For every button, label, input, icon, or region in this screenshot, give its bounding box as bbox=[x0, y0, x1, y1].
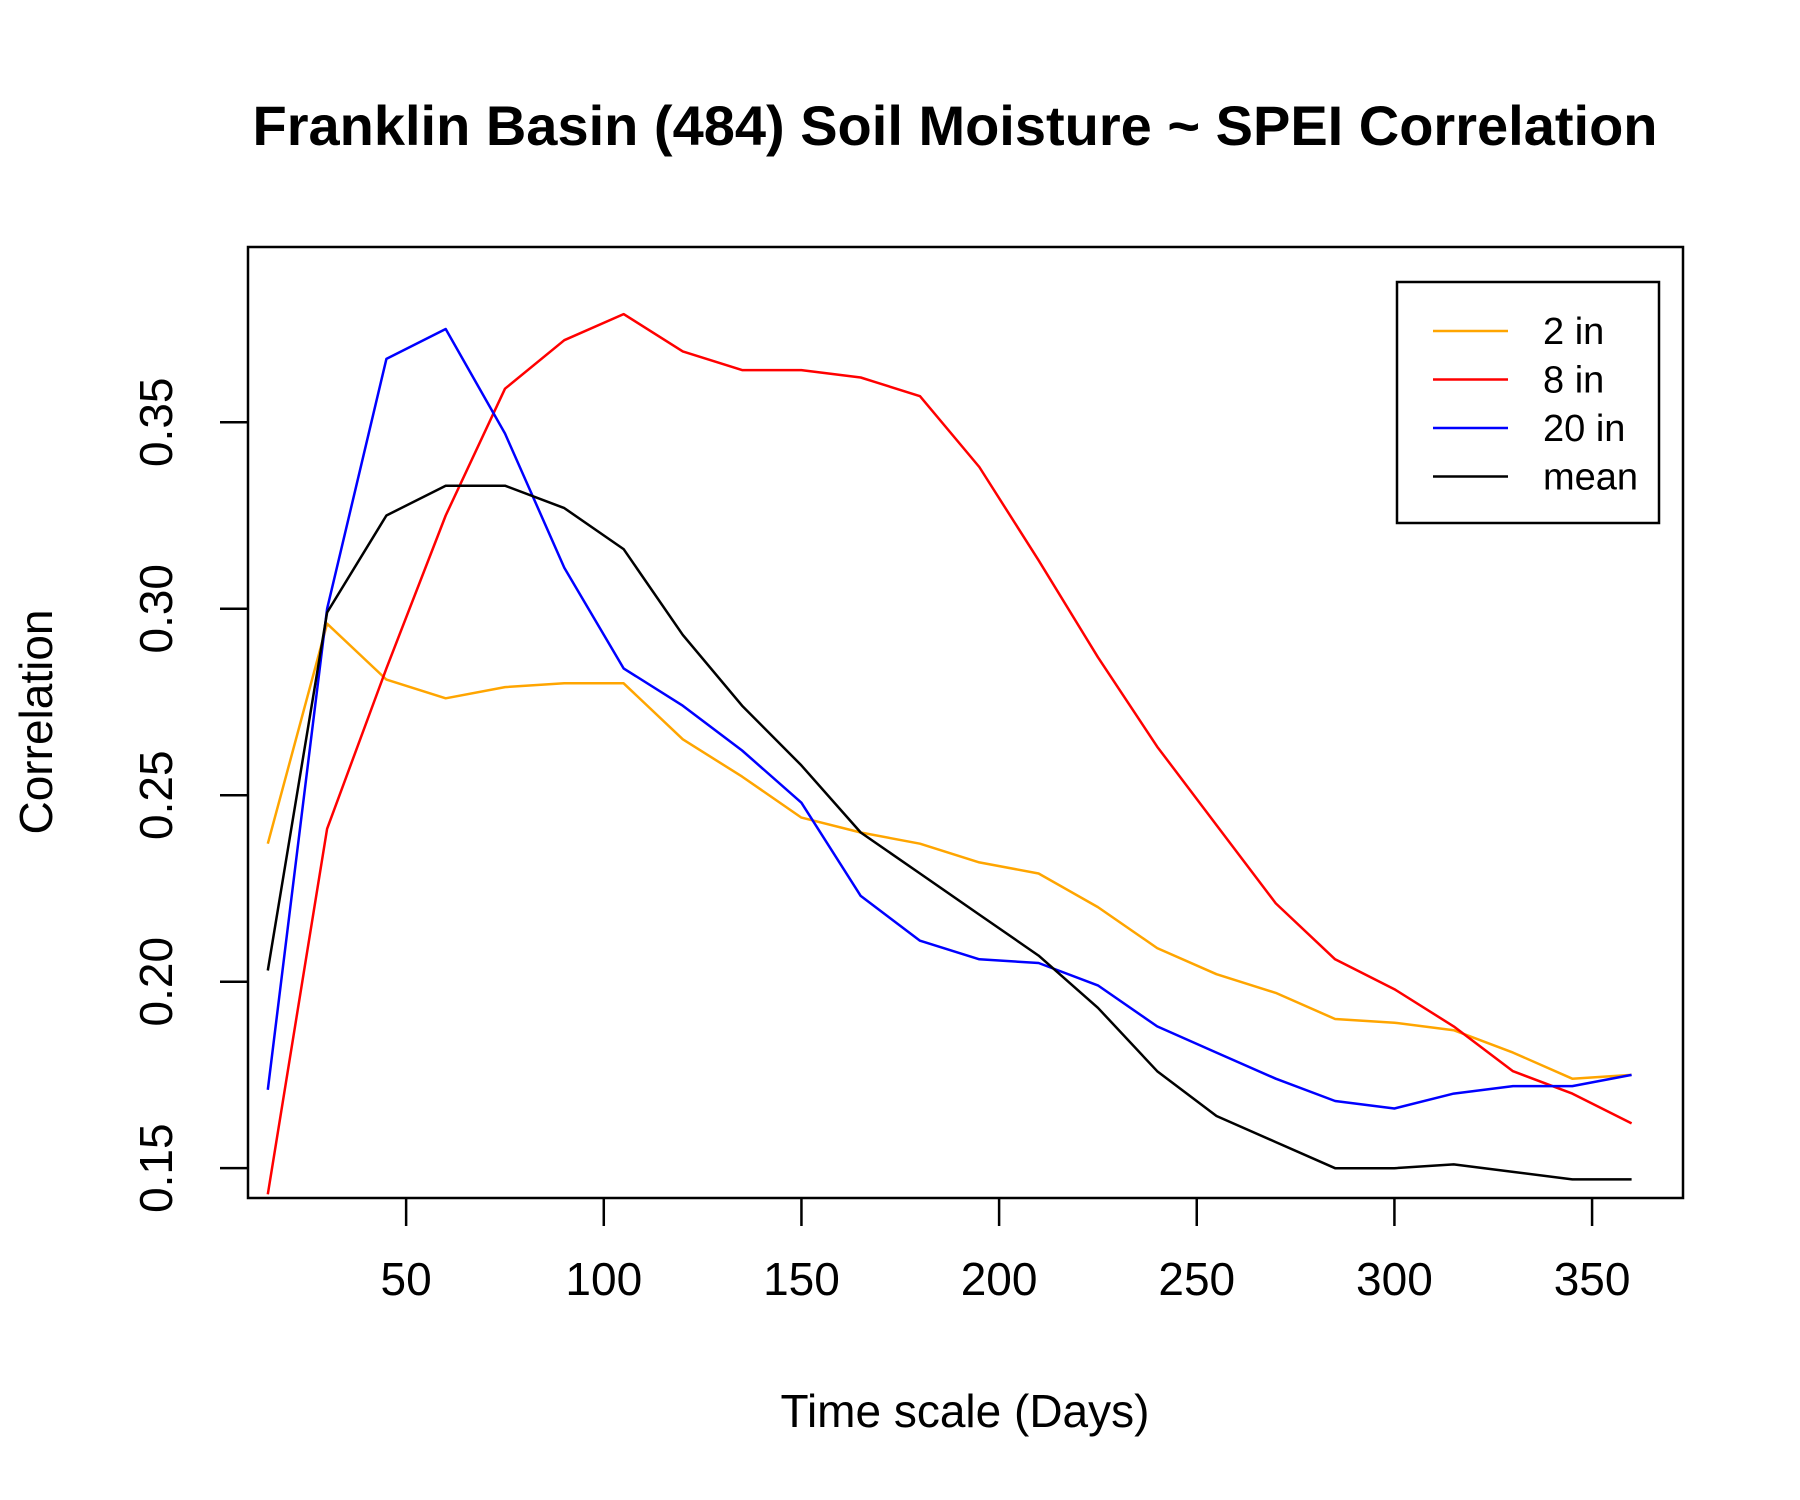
x-tick-label: 300 bbox=[1356, 1253, 1433, 1305]
legend-box bbox=[1395, 280, 1661, 525]
plot-frame bbox=[246, 245, 1685, 1200]
x-tick-label: 250 bbox=[1158, 1253, 1235, 1305]
y-tick-label: 0.20 bbox=[130, 937, 182, 1027]
legend: 2 in 8 in 20 in mean bbox=[1395, 280, 1661, 525]
x-tick-label: 100 bbox=[565, 1253, 642, 1305]
legend-label: 2 in bbox=[1543, 311, 1604, 353]
x-tick-label: 350 bbox=[1554, 1253, 1631, 1305]
series-line-20-in bbox=[266, 327, 1632, 1110]
legend-label: 20 in bbox=[1543, 408, 1625, 450]
y-tick-label: 0.15 bbox=[130, 1123, 182, 1213]
series-line-mean bbox=[266, 484, 1632, 1181]
legend-label: 8 in bbox=[1543, 360, 1604, 402]
x-axis: 50 100 150 200 250 300 350 bbox=[381, 1198, 1631, 1305]
x-tick-label: 150 bbox=[763, 1253, 840, 1305]
legend-label: mean bbox=[1543, 457, 1638, 499]
x-axis-label: Time scale (Days) bbox=[781, 1385, 1150, 1437]
y-tick-label: 0.30 bbox=[130, 564, 182, 654]
y-tick-label: 0.25 bbox=[130, 750, 182, 840]
y-axis: 0.15 0.20 0.25 0.30 0.35 bbox=[130, 378, 248, 1213]
series-line-8-in bbox=[266, 312, 1633, 1195]
chart-title: Franklin Basin (484) Soil Moisture ~ SPE… bbox=[252, 94, 1657, 157]
x-tick-label: 50 bbox=[381, 1253, 432, 1305]
y-tick-label: 0.35 bbox=[130, 378, 182, 468]
x-tick-label: 200 bbox=[961, 1253, 1038, 1305]
series-line-2-in bbox=[266, 622, 1632, 1080]
y-axis-label: Correlation bbox=[10, 610, 62, 835]
series-layer bbox=[266, 312, 1633, 1195]
